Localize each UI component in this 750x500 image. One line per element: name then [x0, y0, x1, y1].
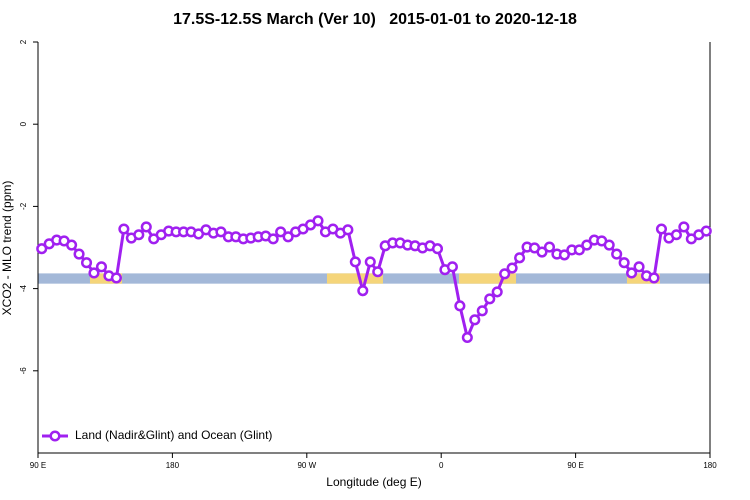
x-tick-label: 90 E	[30, 461, 46, 470]
data-point	[342, 224, 354, 236]
data-point	[110, 272, 122, 284]
data-point	[118, 223, 130, 235]
data-point	[282, 231, 294, 243]
data-point	[349, 256, 361, 268]
data-point	[670, 229, 682, 241]
data-point	[275, 226, 287, 238]
data-point	[603, 239, 615, 251]
data-point	[66, 239, 78, 251]
data-point	[700, 225, 712, 237]
data-point	[95, 261, 108, 273]
data-point	[372, 266, 384, 278]
y-tick-label: -2	[19, 202, 28, 210]
data-point	[73, 248, 85, 260]
data-point	[581, 239, 593, 251]
data-point	[618, 257, 630, 269]
data-point	[543, 241, 556, 253]
data-point	[514, 252, 526, 264]
data-point	[558, 249, 570, 261]
data-point	[364, 256, 376, 268]
chart-title: 17.5S-12.5S March (Ver 10) 2015-01-01 to…	[173, 11, 577, 28]
x-tick-label: 90 W	[297, 461, 316, 470]
data-point	[499, 268, 511, 280]
x-tick-label: 90 E	[567, 461, 583, 470]
y-tick-label: -6	[19, 367, 28, 375]
data-point	[633, 261, 645, 273]
data-point	[536, 246, 548, 258]
data-point	[491, 286, 503, 298]
data-point	[655, 223, 668, 235]
y-tick-label: 0	[19, 121, 28, 126]
data-point	[506, 262, 518, 274]
data-point	[626, 267, 638, 279]
y-tick-label: -4	[19, 284, 28, 292]
data-point	[476, 305, 488, 317]
data-point	[88, 267, 100, 279]
y-axis-title: XCO2 - MLO trend (ppm)	[0, 181, 14, 316]
data-point	[469, 314, 481, 326]
x-tick-label: 180	[703, 461, 717, 470]
data-point	[36, 243, 48, 255]
land-strip	[458, 273, 517, 284]
data-point	[648, 272, 660, 284]
data-point	[80, 257, 93, 269]
data-point	[573, 244, 585, 256]
legend-label: Land (Nadir&Glint) and Ocean (Glint)	[75, 428, 272, 442]
data-point	[611, 248, 623, 260]
data-point	[446, 261, 458, 273]
legend-marker	[49, 430, 61, 442]
data-point	[133, 229, 145, 241]
data-point	[431, 243, 444, 255]
data-point	[140, 221, 152, 233]
land-strip	[326, 273, 383, 284]
data-point	[454, 300, 466, 312]
data-point	[312, 215, 324, 227]
data-point	[484, 293, 496, 305]
x-tick-label: 0	[439, 461, 444, 470]
x-tick-label: 180	[166, 461, 180, 470]
data-point	[461, 331, 473, 344]
x-axis-title: Longitude (deg E)	[326, 475, 421, 489]
data-point	[215, 226, 227, 238]
data-point	[678, 221, 690, 233]
data-point	[357, 285, 369, 297]
data-point	[267, 233, 279, 245]
y-tick-label: 2	[19, 39, 28, 44]
